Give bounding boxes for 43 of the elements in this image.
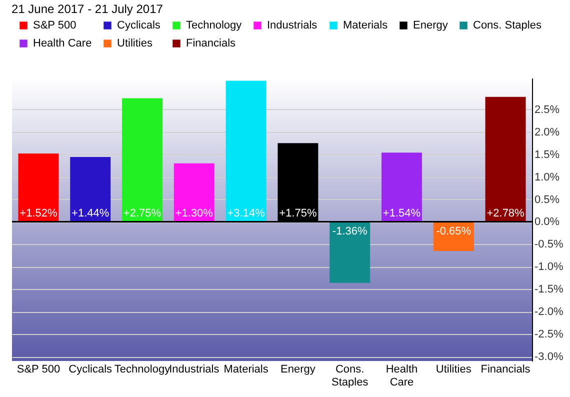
x-tick-label: Industrials — [169, 364, 220, 376]
y-tick-label: -3.0% — [534, 351, 564, 364]
chart-subtitle: 21 June 2017 - 21 July 2017 — [12, 2, 164, 16]
y-tick-label: -1.5% — [534, 284, 564, 296]
legend-label: Health Care — [33, 38, 92, 50]
data-label: +1.54% — [382, 208, 421, 220]
legend-label: Materials — [343, 20, 388, 32]
x-tick-label: Cons. Staples — [331, 364, 369, 388]
data-label: -1.36% — [332, 226, 368, 238]
legend-label: Technology — [186, 20, 242, 32]
x-tick-label: Energy — [280, 364, 316, 376]
legend-label: Financials — [186, 38, 236, 50]
x-tick-label: Technology — [114, 364, 171, 376]
x-tick-label: Cyclicals — [68, 364, 113, 376]
legend-label: Cyclicals — [117, 20, 161, 32]
x-tick-label: Financials — [480, 364, 531, 376]
y-tick-label: -0.5% — [534, 238, 564, 251]
y-tick-label: 2.0% — [534, 126, 560, 138]
data-label: +1.44% — [72, 208, 110, 220]
data-label: +3.14% — [227, 208, 266, 220]
x-tick-label: Utilities — [436, 364, 472, 376]
y-tick-label: -2.5% — [534, 328, 564, 341]
x-tick-label: Materials — [224, 364, 269, 376]
data-label: +2.75% — [123, 208, 162, 220]
y-tick-label: 0.0% — [534, 216, 560, 228]
legend-label: S&P 500 — [33, 20, 76, 32]
y-tick-label: 0.5% — [534, 194, 560, 206]
data-label: +1.75% — [279, 208, 317, 220]
y-tick-label: -1.0% — [534, 261, 564, 274]
data-label: -0.65% — [436, 226, 472, 238]
legend-label: Industrials — [267, 20, 318, 32]
y-tick-label: 1.0% — [534, 171, 560, 184]
legend-label: Utilities — [117, 38, 153, 50]
legend-label: Energy — [413, 20, 448, 32]
data-label: +1.52% — [20, 208, 58, 220]
x-tick-label: S&P 500 — [16, 364, 60, 376]
data-label: +2.78% — [486, 208, 525, 220]
y-tick-label: 1.5% — [534, 148, 560, 161]
legend-label: Cons. Staples — [473, 20, 542, 32]
y-tick-label: -2.0% — [534, 306, 564, 318]
x-tick-label: Health Care — [386, 364, 418, 388]
data-label: +1.30% — [175, 208, 214, 220]
y-tick-label: 2.5% — [534, 104, 560, 116]
